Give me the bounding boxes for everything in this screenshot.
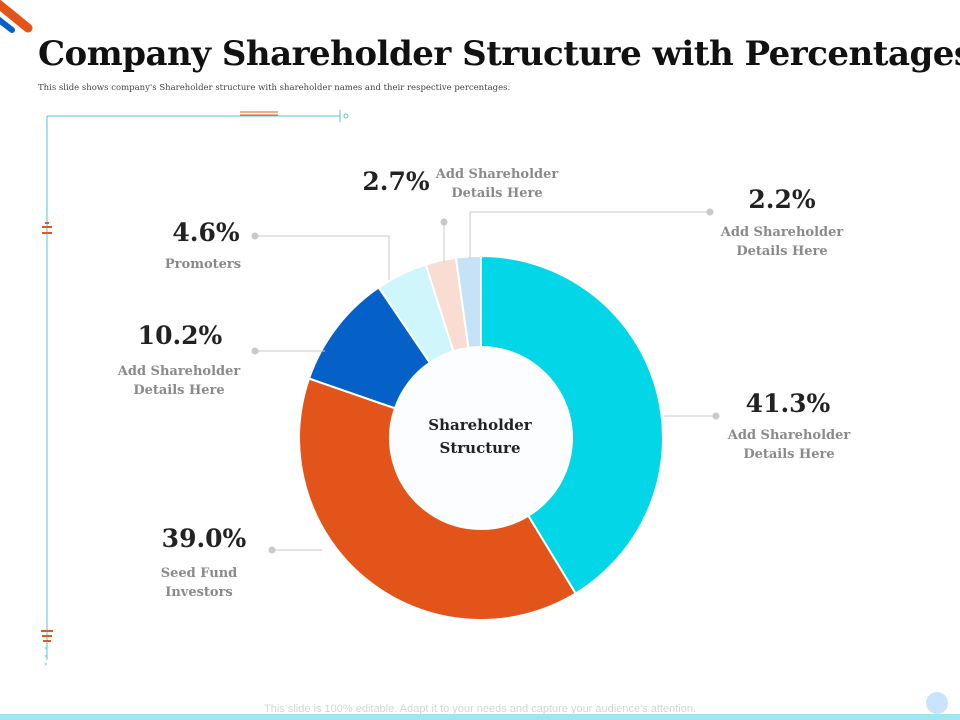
slice-value-3: 4.6% xyxy=(172,218,240,247)
svg-text:»: » xyxy=(44,645,48,652)
frame-lines: » » » xyxy=(41,110,349,668)
leader-dot-2 xyxy=(251,347,259,355)
leader-dot-4 xyxy=(440,218,448,226)
leader-dot-5 xyxy=(706,208,714,216)
chart-center-label: Shareholder Structure xyxy=(428,416,532,457)
corner-decoration xyxy=(0,0,33,33)
slice-value-2: 10.2% xyxy=(137,321,223,350)
svg-text:»: » xyxy=(44,661,48,668)
donut-hole xyxy=(391,348,571,528)
donut-slice-1 xyxy=(298,377,577,621)
donut-slice-0 xyxy=(480,254,665,595)
slice-label-0: Add Shareholder Details Here xyxy=(727,428,851,462)
leader-dot-3 xyxy=(251,232,259,240)
leader-line-5 xyxy=(469,211,710,259)
page-title: Company Shareholder Structure with Perce… xyxy=(38,34,960,74)
page-subtitle: This slide shows company's Shareholder s… xyxy=(38,83,511,93)
bottom-bar xyxy=(0,714,960,720)
footer-note: This slide is 100% editable. Adapt it to… xyxy=(264,703,696,715)
slice-value-1: 39.0% xyxy=(161,524,247,553)
leader-line-3 xyxy=(255,235,390,280)
svg-text:»: » xyxy=(44,653,48,660)
slice-label-5: Add Shareholder Details Here xyxy=(720,225,844,259)
corner-circle xyxy=(926,692,948,714)
slice-label-2: Add Shareholder Details Here xyxy=(117,364,241,398)
slice-value-0: 41.3% xyxy=(745,389,831,418)
slice-label-4: Add Shareholder Details Here xyxy=(435,167,559,201)
donut-slice-5 xyxy=(454,254,482,349)
leader-dot-1 xyxy=(268,546,276,554)
slice-label-3: Promoters xyxy=(164,257,242,272)
leader-dot-0 xyxy=(712,412,720,420)
slice-label-1: Seed Fund Investors xyxy=(160,566,238,600)
slice-value-4: 2.7% xyxy=(362,167,430,196)
slice-value-5: 2.2% xyxy=(748,185,816,214)
